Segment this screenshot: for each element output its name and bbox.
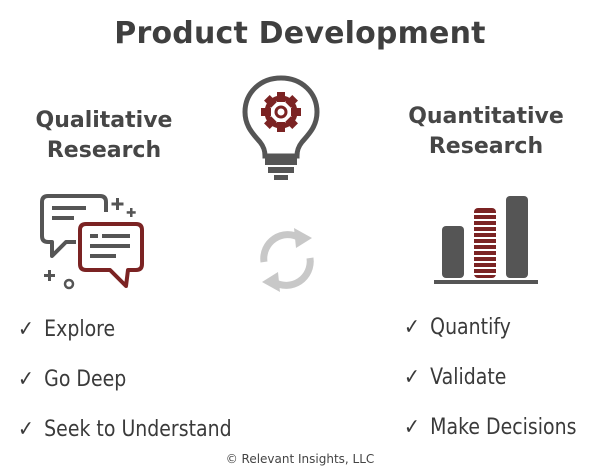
check-icon: ✓ — [404, 314, 420, 340]
list-item: ✓ Quantify — [404, 314, 511, 340]
copyright-footer: © Relevant Insights, LLC — [225, 452, 375, 466]
quantitative-heading: Quantitative Research — [392, 102, 580, 162]
gear-icon — [261, 92, 301, 132]
bar-chart-icon — [434, 190, 538, 290]
list-item: ✓ Explore — [18, 316, 116, 342]
qualitative-list: ✓ Explore ✓ Go Deep ✓ Seek to Understand — [18, 304, 266, 454]
check-icon: ✓ — [18, 366, 34, 392]
cycle-arrows-icon — [252, 224, 322, 296]
check-icon: ✓ — [404, 364, 420, 390]
qualitative-heading: Qualitative Research — [14, 106, 194, 166]
striped-bar — [474, 208, 496, 278]
list-item: ✓ Make Decisions — [404, 414, 577, 440]
lightbulb-gear-icon — [236, 72, 326, 182]
quantitative-heading-line2: Research — [428, 134, 544, 159]
list-item: ✓ Go Deep — [18, 366, 127, 392]
check-icon: ✓ — [404, 414, 420, 440]
check-icon: ✓ — [18, 416, 34, 442]
page-title: Product Development — [114, 16, 486, 51]
qualitative-heading-line1: Qualitative — [35, 108, 173, 133]
list-item: ✓ Validate — [404, 364, 507, 390]
quantitative-list: ✓ Quantify ✓ Validate ✓ Make Decisions — [404, 302, 600, 452]
check-icon: ✓ — [18, 316, 34, 342]
quantitative-heading-line1: Quantitative — [408, 104, 564, 129]
qualitative-heading-line2: Research — [46, 138, 162, 163]
chat-bubbles-icon — [36, 190, 152, 300]
list-item: ✓ Seek to Understand — [18, 416, 232, 442]
